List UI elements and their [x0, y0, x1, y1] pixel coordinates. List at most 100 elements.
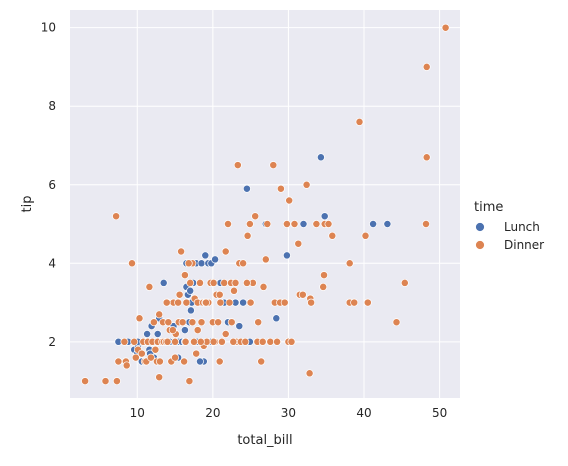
- point-lunch: [197, 259, 206, 268]
- point-dinner: [209, 337, 218, 346]
- point-dinner: [185, 377, 194, 386]
- point-dinner: [220, 278, 229, 287]
- point-dinner: [178, 318, 187, 327]
- point-dinner: [280, 298, 289, 307]
- point-dinner: [441, 23, 450, 32]
- point-dinner: [422, 220, 430, 228]
- x-tick-label: 40: [356, 406, 371, 420]
- point-lunch: [316, 153, 325, 162]
- point-lunch: [180, 326, 189, 335]
- data-points: [81, 23, 450, 386]
- point-dinner: [180, 271, 189, 280]
- point-dinner: [122, 361, 131, 370]
- point-dinner: [130, 337, 139, 346]
- point-dinner: [114, 357, 123, 366]
- y-tick-label: 8: [48, 99, 56, 113]
- point-dinner: [361, 231, 370, 240]
- point-dinner: [328, 231, 337, 240]
- legend-marker-lunch: [475, 222, 485, 232]
- point-dinner: [137, 349, 146, 358]
- point-dinner: [171, 353, 180, 362]
- point-dinner: [101, 377, 110, 386]
- point-lunch: [239, 298, 248, 307]
- point-dinner: [231, 278, 240, 287]
- legend-title: time: [474, 200, 503, 215]
- point-lunch: [235, 322, 244, 331]
- point-dinner: [320, 271, 328, 280]
- point-dinner: [192, 349, 201, 358]
- point-dinner: [184, 259, 193, 268]
- point-dinner: [294, 239, 303, 248]
- point-dinner: [202, 298, 210, 307]
- x-tick-label: 30: [281, 406, 296, 420]
- point-dinner: [164, 318, 173, 327]
- point-dinner: [392, 318, 401, 327]
- point-lunch: [159, 278, 168, 287]
- y-tick-labels: 2 4 6 8 10: [41, 21, 56, 349]
- point-dinner: [243, 231, 252, 240]
- point-dinner: [290, 220, 299, 228]
- point-dinner: [221, 247, 230, 256]
- x-tick-label: 20: [205, 406, 220, 420]
- point-dinner: [112, 212, 121, 221]
- point-dinner: [251, 212, 260, 221]
- point-dinner: [131, 353, 140, 362]
- point-dinner: [324, 220, 333, 228]
- point-dinner: [233, 161, 242, 170]
- point-dinner: [350, 298, 359, 307]
- point-dinner: [246, 298, 255, 307]
- point-dinner: [302, 180, 311, 189]
- point-dinner: [224, 220, 232, 228]
- point-dinner: [215, 290, 224, 299]
- y-tick-label: 2: [48, 335, 56, 349]
- point-dinner: [163, 337, 172, 346]
- point-lunch: [320, 212, 329, 221]
- point-dinner: [128, 259, 136, 268]
- point-dinner: [305, 369, 314, 378]
- point-dinner: [188, 318, 197, 327]
- point-dinner: [422, 153, 431, 162]
- point-dinner: [180, 357, 189, 366]
- point-lunch: [211, 255, 220, 264]
- point-dinner: [276, 184, 285, 193]
- point-dinner: [193, 326, 202, 335]
- point-dinner: [230, 286, 238, 295]
- point-dinner: [273, 337, 282, 346]
- point-lunch: [201, 251, 210, 260]
- point-dinner: [312, 220, 321, 228]
- point-dinner: [263, 220, 272, 228]
- point-dinner: [254, 318, 263, 327]
- point-dinner: [269, 161, 278, 170]
- point-dinner: [120, 337, 129, 346]
- point-dinner: [225, 298, 234, 307]
- point-dinner: [287, 337, 296, 346]
- point-dinner: [261, 255, 270, 264]
- point-dinner: [162, 298, 171, 307]
- point-dinner: [400, 278, 409, 287]
- point-dinner: [242, 278, 251, 287]
- point-dinner: [363, 298, 372, 307]
- point-lunch: [153, 330, 162, 338]
- y-tick-label: 4: [48, 256, 56, 270]
- point-dinner: [217, 337, 226, 346]
- legend: time Lunch Dinner: [474, 200, 544, 252]
- point-dinner: [319, 282, 328, 291]
- x-axis-label: total_bill: [237, 433, 292, 448]
- point-dinner: [174, 298, 183, 307]
- point-dinner: [155, 357, 164, 366]
- y-tick-label: 6: [48, 178, 56, 192]
- x-tick-label: 10: [130, 406, 145, 420]
- legend-marker-dinner: [475, 240, 485, 250]
- point-dinner: [177, 247, 186, 256]
- point-dinner: [182, 298, 191, 307]
- point-dinner: [227, 318, 236, 327]
- y-tick-label: 10: [41, 21, 56, 35]
- point-lunch: [299, 220, 308, 228]
- point-lunch: [186, 306, 195, 315]
- point-dinner: [190, 337, 198, 346]
- point-dinner: [197, 318, 206, 327]
- legend-label-lunch: Lunch: [504, 220, 540, 234]
- plot-background: [70, 10, 460, 398]
- point-dinner: [258, 337, 267, 346]
